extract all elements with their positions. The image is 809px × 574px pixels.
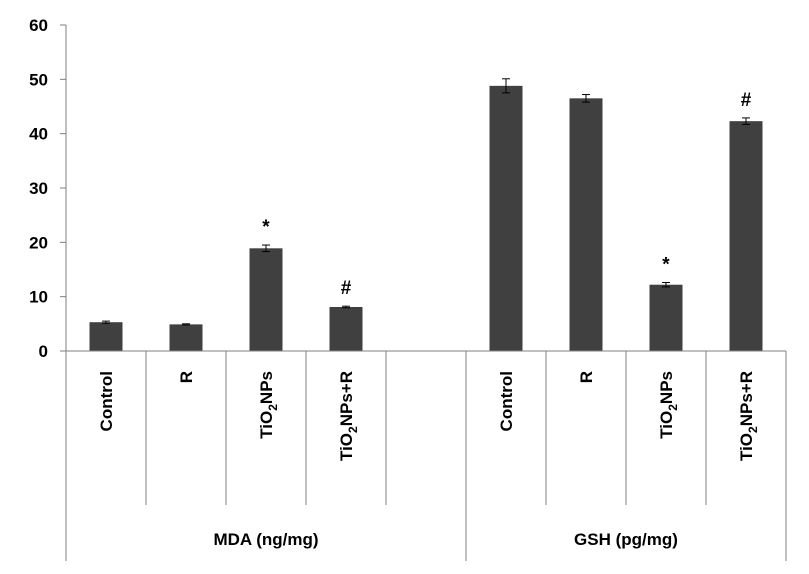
y-tick-label: 30: [29, 179, 48, 198]
bar: [169, 324, 203, 351]
bar: [89, 322, 123, 351]
significance-mark: #: [741, 90, 752, 111]
significance-mark: #: [341, 278, 352, 299]
category-label: R: [577, 371, 596, 383]
category-label: TiO2NPs: [657, 371, 680, 439]
bar: [329, 306, 363, 351]
category-label: Control: [497, 371, 516, 431]
x-axis: Control R TiO2NPs TiO2NPs+R Control R TiO2NPs T…: [65, 350, 787, 561]
category-label: TiO2NPs+R: [337, 371, 360, 461]
significance-mark: *: [662, 255, 670, 276]
y-axis: 0 10 20 30 40 50 60: [29, 16, 67, 361]
y-tick-label: 60: [29, 16, 48, 35]
significance-mark: *: [262, 217, 270, 238]
category-label: TiO2NPs: [257, 371, 280, 439]
y-tick-label: 40: [29, 125, 48, 144]
bar: [249, 248, 283, 351]
group-label: MDA (ng/mg): [213, 530, 318, 549]
bars: * # * #: [89, 78, 763, 351]
category-label: TiO2NPs+R: [737, 371, 760, 461]
bar: [569, 98, 603, 351]
bar: [489, 85, 523, 351]
bar: [649, 284, 683, 351]
category-label: Control: [97, 371, 116, 431]
bar: [729, 121, 763, 351]
y-tick-label: 10: [29, 288, 48, 307]
y-tick-label: 0: [39, 342, 48, 361]
y-tick-label: 50: [29, 70, 48, 89]
y-tick-label: 20: [29, 233, 48, 252]
category-label: R: [177, 371, 196, 383]
group-label: GSH (pg/mg): [574, 530, 678, 549]
